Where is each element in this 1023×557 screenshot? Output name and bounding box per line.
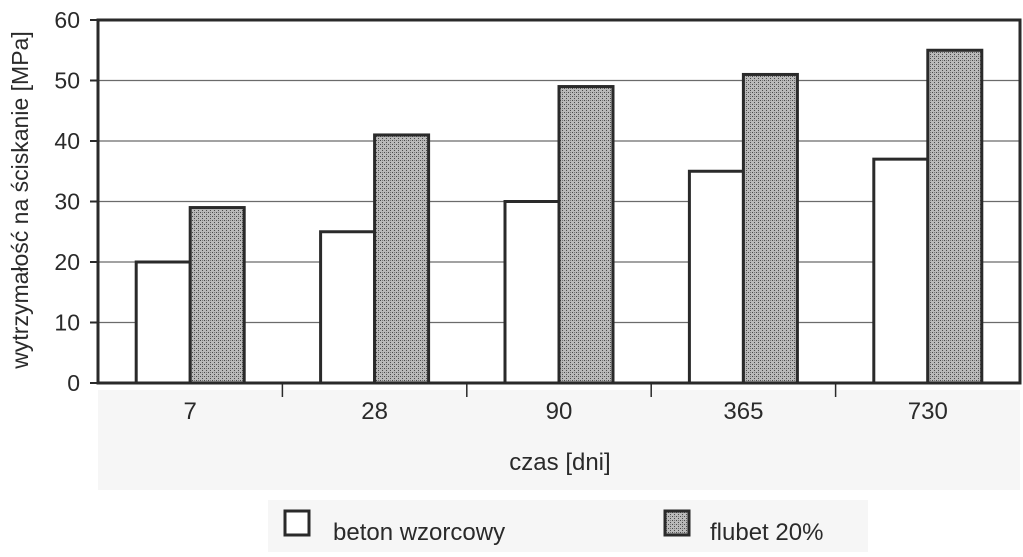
x-tick-label: 730 [908,398,948,425]
legend-swatch-flubet [663,509,691,537]
bars [134,48,984,385]
axes: 0 10 20 30 40 50 60 7 28 90 365 730 [54,7,1022,425]
legend: beton wzorcowy flubet 20% [268,500,868,552]
bar-flubet-90 [557,85,615,385]
y-tick-label: 30 [54,189,80,215]
y-tick-label: 50 [54,68,80,94]
x-tick-label: 28 [361,398,388,425]
y-tick-label: 0 [67,370,80,396]
legend-label-flubet: flubet 20% [710,519,823,546]
bar-flubet-7 [188,206,246,385]
bar-flubet-28 [373,133,431,385]
bar-beton-wzorcowy-28 [319,230,377,385]
legend-background [268,500,868,552]
bar-beton-wzorcowy-730 [872,157,930,385]
plot-frame [96,18,1022,385]
bar-beton-wzorcowy-365 [687,169,745,385]
y-tick-label: 40 [54,128,80,154]
bar-beton-wzorcowy-7 [134,260,192,385]
bar-flubet-730 [926,48,984,385]
bar-flubet-365 [741,72,799,385]
plot-background [98,390,1020,490]
y-tick-label: 20 [54,249,80,275]
x-tick-label: 7 [184,398,197,425]
legend-label-beton-wzorcowy: beton wzorcowy [333,519,505,546]
y-tick-label: 60 [54,7,80,33]
y-tick-label: 10 [54,310,80,336]
x-axis-label: czas [dni] [509,449,610,476]
bar-beton-wzorcowy-90 [503,200,561,385]
x-tick-label: 365 [723,398,763,425]
x-tick-label: 90 [546,398,573,425]
legend-swatch-beton-wzorcowy [283,509,311,537]
y-axis-label: wytrzymałość na ściskanie [MPa] [7,31,33,369]
